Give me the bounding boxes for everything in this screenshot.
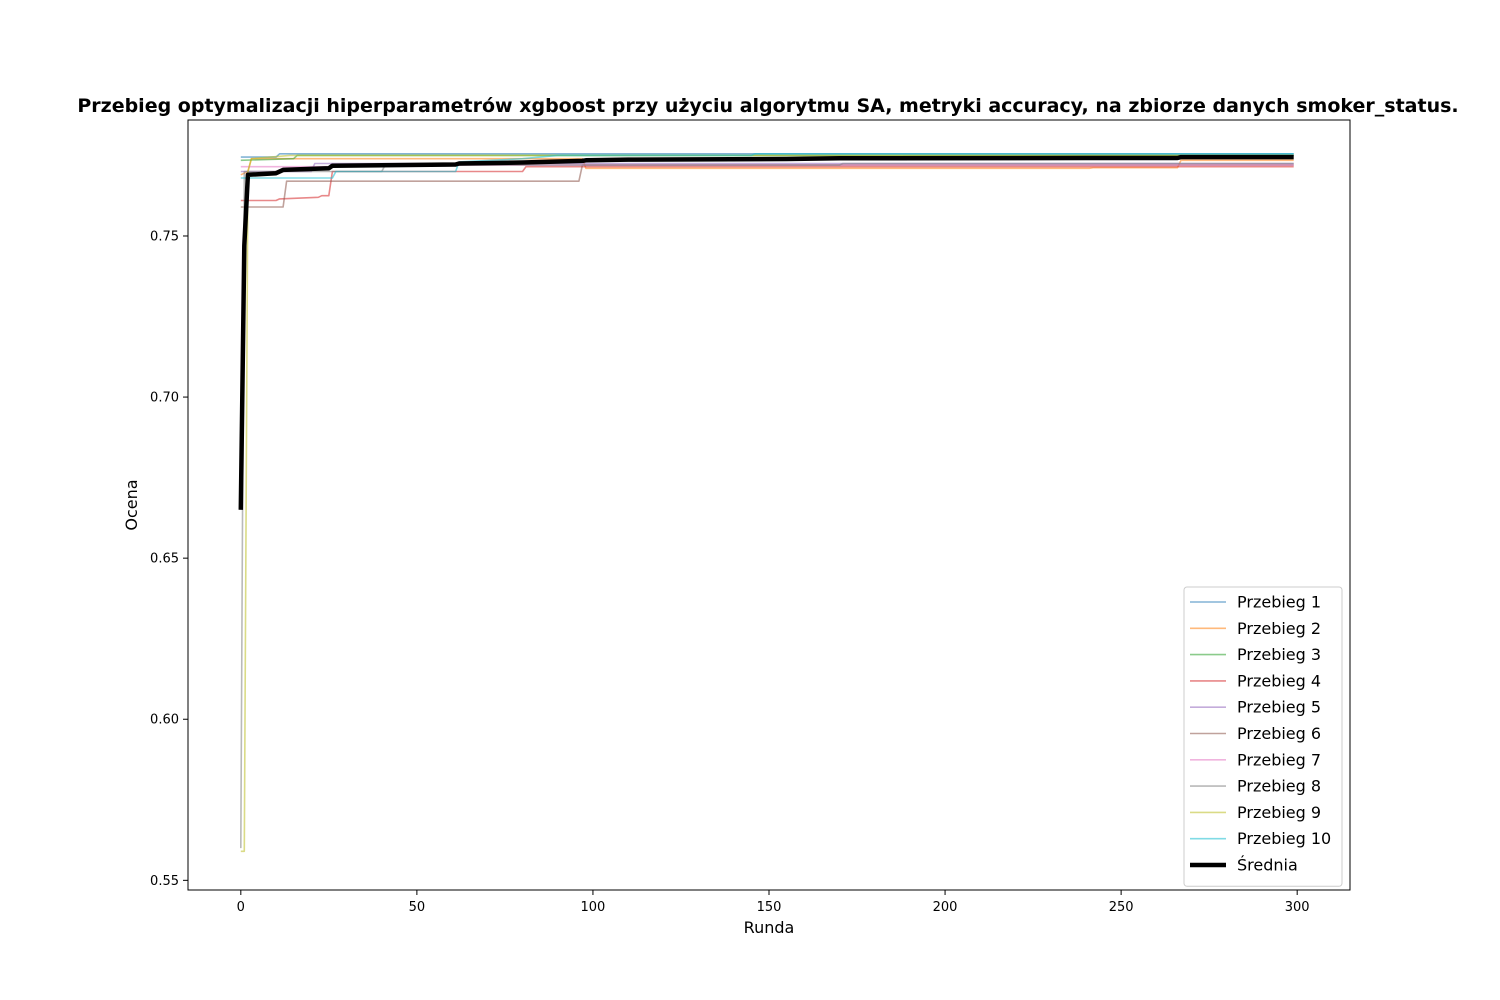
series-line-8 xyxy=(240,162,1294,849)
legend-label: Przebieg 2 xyxy=(1237,619,1321,638)
series-line-mean xyxy=(238,154,1294,510)
y-axis-label: Ocena xyxy=(122,479,141,530)
plot-area xyxy=(238,153,1294,853)
legend-box xyxy=(1183,586,1343,887)
x-tick-label: 50 xyxy=(409,900,426,915)
y-axis: 0.55 0.60 0.65 0.70 0.75 xyxy=(150,229,188,889)
series-line-4 xyxy=(240,165,1294,202)
y-tick-label: 0.70 xyxy=(150,391,179,406)
y-tick-label: 0.75 xyxy=(150,229,179,244)
series-line-10 xyxy=(240,153,1294,179)
legend-label: Przebieg 3 xyxy=(1237,645,1321,664)
legend-label: Przebieg 4 xyxy=(1237,671,1321,690)
x-tick-label: 150 xyxy=(757,900,782,915)
legend-label: Przebieg 10 xyxy=(1237,829,1331,848)
x-tick-label: 200 xyxy=(933,900,958,915)
y-tick-label: 0.60 xyxy=(150,713,179,728)
legend-label: Średnia xyxy=(1237,856,1298,875)
y-tick-label: 0.55 xyxy=(150,874,179,889)
legend-label: Przebieg 7 xyxy=(1237,750,1321,769)
legend: Przebieg 1 Przebieg 2 Przebieg 3 Przebieg 4… xyxy=(1183,586,1343,887)
legend-label: Przebieg 1 xyxy=(1237,593,1321,612)
x-tick-label: 300 xyxy=(1285,900,1310,915)
legend-label: Przebieg 5 xyxy=(1237,698,1321,717)
y-tick-label: 0.65 xyxy=(150,552,179,567)
plot-frame xyxy=(187,119,1351,891)
legend-label: Przebieg 8 xyxy=(1237,777,1321,796)
chart-title: Przebieg optymalizacji hiperparametrów x… xyxy=(77,95,1458,117)
x-tick-label: 250 xyxy=(1109,900,1134,915)
x-axis-label: Runda xyxy=(744,918,795,937)
x-tick-label: 100 xyxy=(581,900,606,915)
series-line-9 xyxy=(240,154,1294,853)
legend-label: Przebieg 6 xyxy=(1237,724,1321,743)
x-axis: 0 50 100 150 200 250 300 xyxy=(237,890,1310,915)
x-tick-label: 0 xyxy=(237,900,245,915)
legend-label: Przebieg 9 xyxy=(1237,803,1321,822)
